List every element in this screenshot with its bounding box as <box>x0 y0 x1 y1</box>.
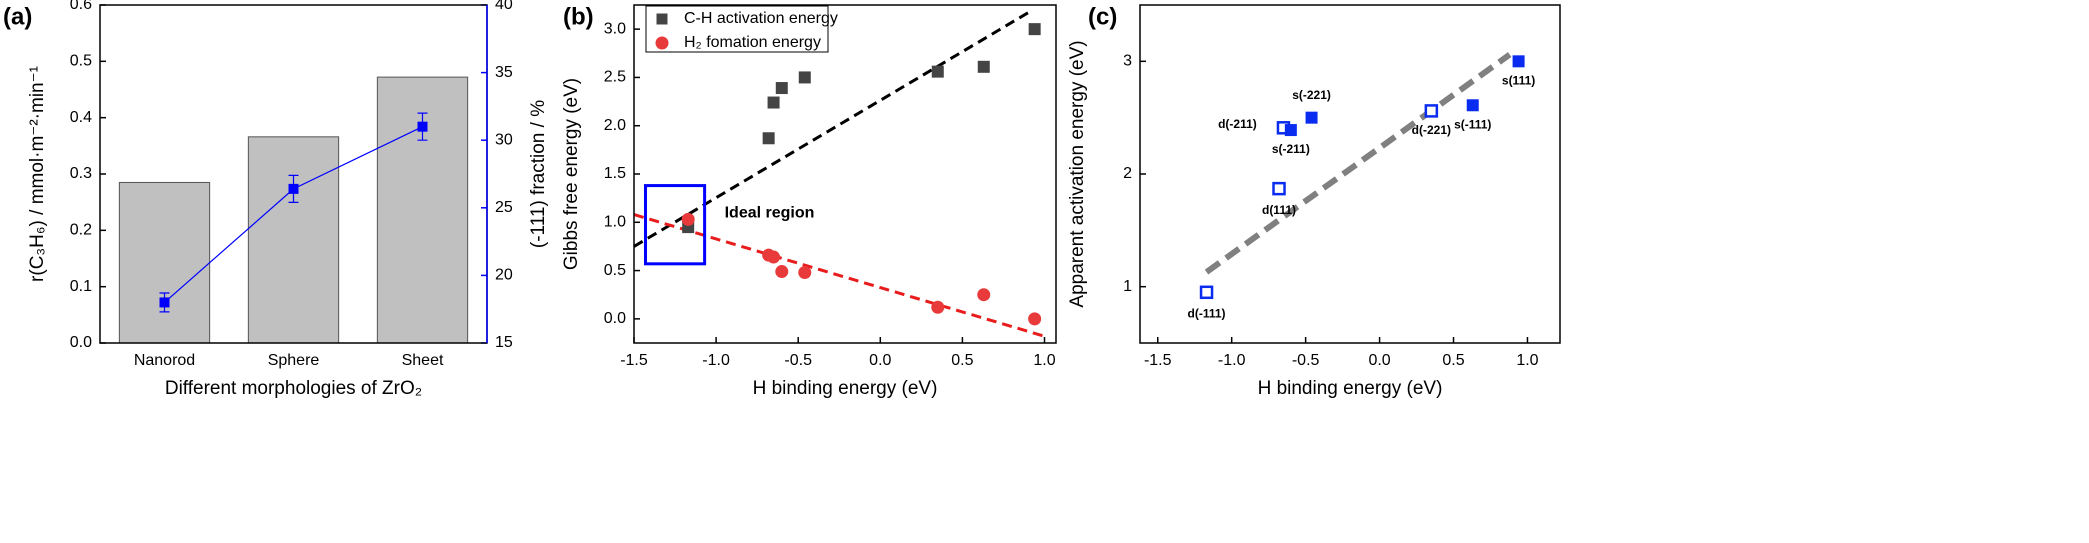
y-tick-label: 3.0 <box>604 20 626 37</box>
legend-label: C-H activation energy <box>684 10 838 27</box>
x-axis-label: Different morphologies of ZrO₂ <box>165 378 422 399</box>
y2-tick-label: 15 <box>495 334 513 351</box>
x-axis-label: H binding energy (eV) <box>1258 378 1443 399</box>
y-tick-label: 2.5 <box>604 69 626 86</box>
x-tick-label: -1.5 <box>1144 352 1172 369</box>
y-tick-label: 1.5 <box>604 165 626 182</box>
legend-marker <box>656 13 668 25</box>
x-tick-label: -0.5 <box>784 352 812 369</box>
point <box>977 60 990 73</box>
region-label: Ideal region <box>725 204 815 221</box>
x-tick-label: -1.5 <box>620 352 648 369</box>
y2-tick-label: 25 <box>495 199 513 216</box>
legend-label: H₂ fomation energy <box>684 34 821 51</box>
y2-tick-label: 40 <box>495 0 513 13</box>
x-axis-label: H binding energy (eV) <box>753 378 938 399</box>
point-label: s(-221) <box>1292 88 1331 102</box>
x-tick-label: 0.5 <box>951 352 973 369</box>
x-tick-label: Nanorod <box>134 352 195 369</box>
point <box>288 183 299 194</box>
point <box>1305 111 1318 124</box>
x-tick-label: -1.0 <box>702 352 730 369</box>
x-tick-label: 0.0 <box>1368 352 1390 369</box>
fit-line <box>633 11 1029 248</box>
y-tick-label: 1 <box>1123 278 1132 295</box>
point <box>681 212 695 226</box>
point <box>931 300 945 314</box>
panel-label: (b) <box>563 3 594 30</box>
point <box>1272 181 1286 196</box>
point-label: d(-111) <box>1188 306 1226 320</box>
y2-tick-label: 20 <box>495 267 513 284</box>
y-axis-label: r(C₃H₆) / mmol·m⁻²·min⁻¹ <box>27 66 48 282</box>
y-tick-label: 2 <box>1123 165 1132 182</box>
y-tick-label: 0.1 <box>70 278 92 295</box>
legend-marker <box>655 36 669 50</box>
point <box>1028 23 1041 36</box>
point <box>767 96 780 109</box>
frame <box>1139 4 1561 344</box>
x-tick-label: -0.5 <box>1292 352 1320 369</box>
point <box>1466 99 1479 112</box>
y-tick-label: 2.0 <box>604 117 626 134</box>
y-tick-label: 0.5 <box>604 262 626 279</box>
point <box>1424 104 1439 118</box>
point <box>1028 312 1042 326</box>
point <box>159 297 170 308</box>
point <box>762 132 775 145</box>
y-axis-label: Apparent activation energy (eV) <box>1067 40 1088 307</box>
y-tick-label: 1.0 <box>604 214 626 231</box>
panel-label: (a) <box>3 3 32 30</box>
point <box>775 265 789 279</box>
y2-tick-label: 35 <box>495 64 513 81</box>
y-tick-label: 0.4 <box>70 109 92 126</box>
point-label: s(-111) <box>1454 117 1491 131</box>
point <box>775 82 788 95</box>
x-tick-label: Sheet <box>402 352 444 369</box>
y-axis-label: Gibbs free energy (eV) <box>561 78 582 270</box>
point-label: s(-211) <box>1272 142 1310 156</box>
point-label: d(111) <box>1262 203 1296 217</box>
y2-axis-label: (-111) fraction / % <box>528 100 549 248</box>
point-label: s(111) <box>1502 74 1535 88</box>
fit-line <box>1204 52 1512 275</box>
y-tick-label: 0.5 <box>70 53 92 70</box>
frame <box>633 4 1057 344</box>
y-tick-label: 0.2 <box>70 222 92 239</box>
x-tick-label: Sphere <box>268 352 320 369</box>
y-tick-label: 0.0 <box>70 334 92 351</box>
fit-line <box>633 213 1045 338</box>
point <box>1199 285 1214 300</box>
y-tick-label: 3 <box>1123 53 1132 70</box>
x-tick-label: 1.0 <box>1516 352 1538 369</box>
point <box>767 250 781 264</box>
point <box>798 266 812 280</box>
y2-tick-label: 30 <box>495 131 513 148</box>
point <box>417 121 428 132</box>
x-tick-label: 0.5 <box>1442 352 1464 369</box>
region-box <box>643 184 707 266</box>
y-tick-label: 0.3 <box>70 165 92 182</box>
point <box>1284 124 1297 137</box>
point <box>977 288 991 302</box>
y-tick-label: 0.6 <box>70 0 92 13</box>
x-tick-label: 1.0 <box>1033 352 1055 369</box>
point <box>798 71 811 84</box>
point <box>931 65 944 78</box>
legend-box <box>645 5 829 53</box>
panel-label: (c) <box>1088 3 1117 30</box>
point <box>1512 55 1525 68</box>
x-tick-label: 0.0 <box>869 352 891 369</box>
bar <box>118 181 211 344</box>
bar <box>247 136 340 344</box>
point-label: d(-221) <box>1412 123 1451 137</box>
x-tick-label: -1.0 <box>1218 352 1246 369</box>
y-tick-label: 0.0 <box>604 310 626 327</box>
point-label: d(-211) <box>1218 117 1257 131</box>
